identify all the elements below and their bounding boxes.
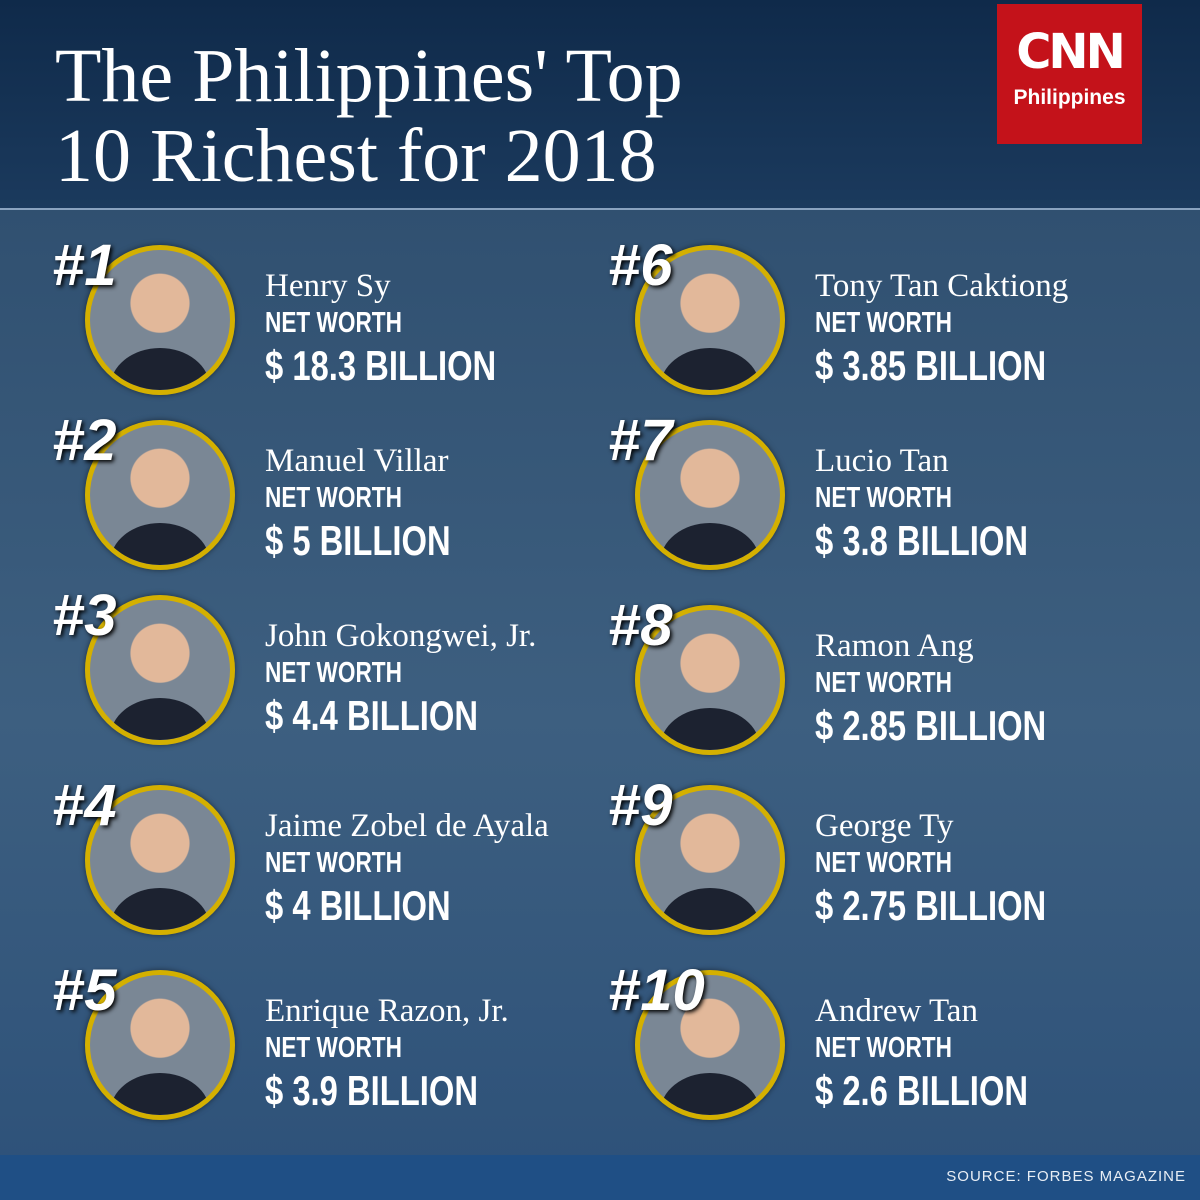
rank: #1 xyxy=(52,233,117,298)
rank: #6 xyxy=(608,233,673,298)
rank: #5 xyxy=(52,958,117,1023)
net-worth-label: NET WORTH xyxy=(265,1032,402,1064)
logo-subtitle: Philippines xyxy=(1013,86,1126,109)
person-name: Lucio Tan xyxy=(815,443,949,479)
portrait xyxy=(635,605,785,755)
footer: SOURCE: FORBES MAGAZINE xyxy=(0,1155,1200,1200)
person-name: Jaime Zobel de Ayala xyxy=(265,808,549,844)
portrait xyxy=(85,785,235,935)
title-line: The Philippines' Top xyxy=(55,34,683,118)
person-name: Andrew Tan xyxy=(815,993,978,1029)
portrait xyxy=(85,245,235,395)
rank: #2 xyxy=(52,408,117,473)
net-worth-label: NET WORTH xyxy=(815,307,952,339)
net-worth: $ 3.9 BILLION xyxy=(265,1067,478,1114)
portrait xyxy=(635,245,785,395)
net-worth: $ 4.4 BILLION xyxy=(265,692,478,739)
net-worth: $ 2.85 BILLION xyxy=(815,702,1047,749)
person-name: Enrique Razon, Jr. xyxy=(265,993,509,1029)
net-worth: $ 2.6 BILLION xyxy=(815,1067,1028,1114)
net-worth: $ 2.75 BILLION xyxy=(815,882,1047,929)
title-line: 10 Richest for 2018 xyxy=(55,114,657,198)
portrait xyxy=(635,970,785,1120)
logo: CNN Philippines xyxy=(997,4,1142,144)
person-name: George Ty xyxy=(815,808,954,844)
rank: #9 xyxy=(608,773,673,838)
net-worth: $ 5 BILLION xyxy=(265,517,451,564)
portrait xyxy=(85,595,235,745)
net-worth: $ 4 BILLION xyxy=(265,882,451,929)
net-worth: $ 3.8 BILLION xyxy=(815,517,1028,564)
net-worth: $ 3.85 BILLION xyxy=(815,342,1047,389)
rank: #7 xyxy=(608,408,673,473)
net-worth-label: NET WORTH xyxy=(815,1032,952,1064)
portrait xyxy=(635,785,785,935)
source: SOURCE: FORBES MAGAZINE xyxy=(946,1168,1186,1185)
rank: #8 xyxy=(608,593,673,658)
portrait xyxy=(85,420,235,570)
person-name: Ramon Ang xyxy=(815,628,974,664)
person-name: John Gokongwei, Jr. xyxy=(265,618,537,654)
net-worth-label: NET WORTH xyxy=(815,847,952,879)
rank: #3 xyxy=(52,583,117,648)
person-name: Manuel Villar xyxy=(265,443,449,479)
net-worth-label: NET WORTH xyxy=(815,667,952,699)
net-worth-label: NET WORTH xyxy=(265,482,402,514)
net-worth-label: NET WORTH xyxy=(815,482,952,514)
rank: #4 xyxy=(52,773,117,838)
portrait xyxy=(635,420,785,570)
portrait xyxy=(85,970,235,1120)
net-worth: $ 18.3 BILLION xyxy=(265,342,497,389)
net-worth-label: NET WORTH xyxy=(265,657,402,689)
person-name: Henry Sy xyxy=(265,268,391,304)
net-worth-label: NET WORTH xyxy=(265,847,402,879)
person-name: Tony Tan Caktiong xyxy=(815,268,1069,304)
header: The Philippines' Top 10 Richest for 2018… xyxy=(0,0,1200,210)
logo-brand: CNN xyxy=(1016,24,1126,80)
rank: #10 xyxy=(608,958,705,1023)
net-worth-label: NET WORTH xyxy=(265,307,402,339)
